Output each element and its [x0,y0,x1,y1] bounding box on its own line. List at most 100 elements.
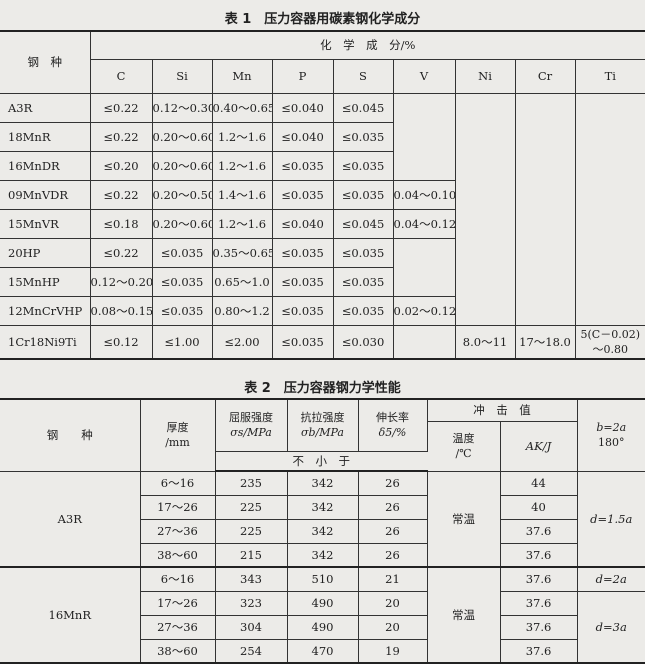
ak-cell: 37.6 [499,542,577,568]
header-thickness: 厚度/mm [139,398,216,472]
bend-cell: d=1.5a [576,470,645,568]
value-cell: 17～26 [140,494,216,520]
value-cell: 490 [286,614,359,640]
column-header: Mn [211,58,273,94]
value-cell: ≤0.18 [89,208,153,239]
value-cell: 1.2～1.6 [211,208,273,239]
table-row: A3R 6～16 235 342 26 常温 44 d=1.5a [0,470,645,568]
value-cell [454,238,516,267]
value-cell: 304 [214,614,288,640]
value-cell: ≤0.22 [89,179,153,210]
value-cell [454,296,516,325]
value-cell: ≤2.00 [211,324,273,360]
ti-line2: ～0.80 [592,342,629,356]
column-header: Cr [514,58,576,94]
value-cell [454,267,516,296]
mechanical-properties-table: 钢 种 厚度/mm 屈服强度 σs/MPa 抗拉强度 σb/MPa 伸长率 δ5/% … [0,398,645,664]
grade-cell: 15MnHP [0,266,91,297]
ti-line1: 5(C－0.02) [580,327,641,341]
value-cell: ≤0.040 [271,208,334,239]
value-cell [574,93,645,122]
value-cell: 6～16 [139,566,216,592]
value-cell [574,238,645,267]
value-cell: ≤0.22 [89,121,153,152]
value-cell: ≤0.040 [271,121,334,152]
value-cell: 225 [214,494,288,520]
value-cell [514,122,576,151]
value-cell: 342 [286,518,359,544]
value-cell: 19 [357,638,428,664]
table-row: 15MnHP 0.12～0.20 ≤0.035 0.65～1.0 ≤0.035 ≤0.03… [0,266,645,297]
value-cell: 215 [214,542,288,568]
value-cell [392,151,456,180]
table-row: 18MnR ≤0.22 0.20～0.60 1.2～1.6 ≤0.040 ≤0.035 [0,121,645,152]
header-tensile: 抗拉强度 σb/MPa [286,398,359,452]
value-cell: ≤0.040 [271,92,334,123]
table-row: 09MnVDR ≤0.22 0.20～0.50 1.4～1.6 ≤0.035 ≤0.035… [0,179,645,210]
table-row: 38～60 254 470 19 37.6 [0,638,645,664]
value-cell: ≤0.035 [271,237,334,268]
grade-cell: 16MnDR [0,150,91,181]
table1-title: 表 1 压力容器用碳素钢化学成分 [224,12,421,27]
value-cell [514,238,576,267]
value-cell [514,209,576,238]
chemical-composition-table: 钢 种化 学 成 分/% C Si Mn P S V Ni Cr Ti A3R ≤0.22 0.12… [0,30,645,360]
value-cell: ≤0.22 [89,92,153,123]
ak-cell: 37.6 [499,614,577,640]
value-cell [574,122,645,151]
value-cell: 26 [357,494,428,520]
value-cell: 0.20～0.60 [151,150,213,181]
bend-value: d=2a [595,572,627,587]
value-cell: 342 [286,494,359,520]
value-cell [574,296,645,325]
value-cell: 27～36 [140,518,216,544]
grade-cell: 12MnCrVHP [0,295,91,326]
column-header: P [271,58,334,94]
header-impact: 冲 击 值 [426,398,578,422]
value-cell [454,93,516,122]
header-composition: 化 学 成 分/% [89,30,645,60]
value-cell [574,267,645,296]
value-cell: 26 [357,518,428,544]
bend-cell: d=3a [576,590,645,664]
value-cell: ≤0.035 [271,295,334,326]
column-header: Ti [574,58,645,94]
value-cell [574,209,645,238]
value-cell: 0.20～0.60 [151,121,213,152]
column-header: V [392,58,456,94]
ak-cell: 40 [499,494,577,520]
grade-cell: 09MnVDR [0,179,91,210]
value-cell [392,238,456,267]
table-row: 1Cr18Ni9Ti ≤0.12 ≤1.00 ≤2.00 ≤0.035 ≤0.030 8.0… [0,324,645,360]
column-header: C [90,58,153,94]
grade-cell: 1Cr18Ni9Ti [0,324,91,360]
value-cell: ≤0.035 [332,150,394,181]
value-cell: ≤0.035 [271,266,334,297]
value-cell: 21 [357,566,428,592]
value-cell: ≤0.045 [332,208,394,239]
value-cell: 26 [357,542,428,568]
value-cell [392,325,456,359]
value-cell: ≤0.035 [151,266,213,297]
header-grade: 钢 种 [0,30,91,94]
value-cell: 0.04～0.10 [392,179,456,210]
value-cell: 235 [214,470,288,496]
value-cell: ≤0.035 [332,179,394,210]
value-cell: 6～16 [139,470,216,496]
ak-cell: 37.6 [499,638,577,664]
value-cell: 0.65～1.0 [211,266,273,297]
value-cell: 0.08～0.15 [89,295,153,326]
table-row: 12MnCrVHP 0.08～0.15 ≤0.035 0.80～1.2 ≤0.035 ≤0… [0,295,645,326]
bend-cell: d=2a [576,566,645,592]
ak-cell: 37.6 [499,590,578,616]
value-cell: 38～60 [140,542,216,568]
value-cell: ≤0.22 [89,237,153,268]
header-elongation: 伸长率 δ5/% [357,398,428,452]
value-cell: 0.02～0.12 [392,295,456,326]
value-cell: 0.40～0.65 [211,92,273,123]
value-cell [454,209,516,238]
value-cell: ≤0.045 [332,92,394,123]
header-ak: AK/J [499,420,577,472]
grade-cell: 20HP [0,237,91,268]
value-cell [514,93,576,122]
